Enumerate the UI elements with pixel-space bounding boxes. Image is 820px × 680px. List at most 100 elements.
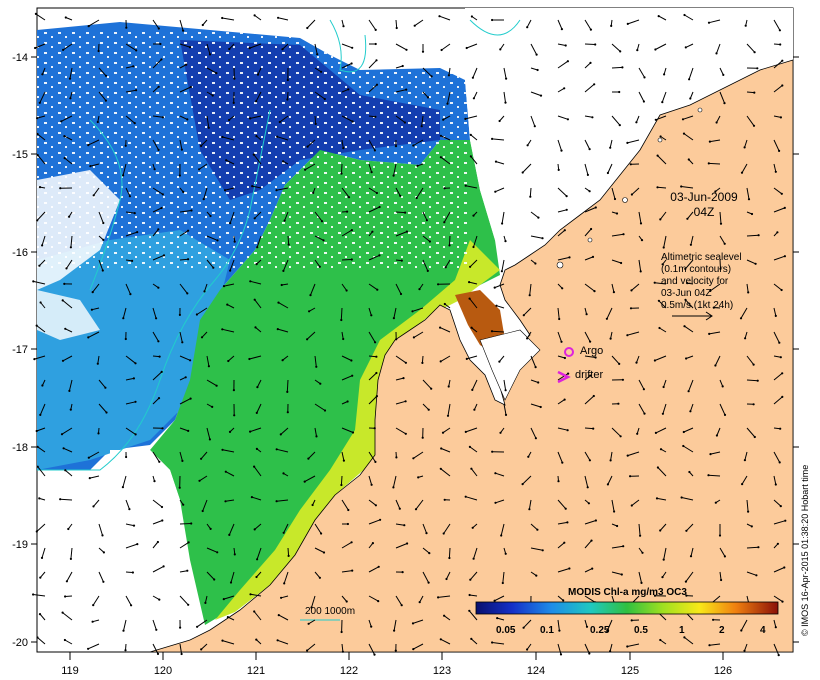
velocity-arrow <box>503 67 507 79</box>
velocity-arrow-head <box>756 379 759 382</box>
velocity-arrow-head <box>708 140 712 143</box>
velocity-arrow <box>341 499 349 511</box>
velocity-arrow-head <box>405 48 408 51</box>
velocity-arrow-head <box>590 227 593 231</box>
velocity-arrow-head <box>373 427 376 430</box>
velocity-arrow <box>557 499 567 510</box>
velocity-arrow-head <box>213 578 216 581</box>
velocity-arrow <box>607 475 613 485</box>
velocity-arrow-head <box>156 540 159 544</box>
velocity-arrow <box>395 400 406 405</box>
velocity-arrow <box>368 206 380 213</box>
velocity-arrow-head <box>124 337 127 341</box>
velocity-arrow-head <box>97 432 100 435</box>
velocity-arrow <box>627 451 640 457</box>
velocity-arrow <box>584 427 594 430</box>
velocity-arrow-head <box>443 221 446 224</box>
velocity-arrow <box>222 17 235 21</box>
velocity-arrow <box>439 327 451 333</box>
velocity-arrow-head <box>723 242 726 245</box>
date-label: 03-Jun-2009 04Z <box>664 190 744 220</box>
velocity-arrow-head <box>201 23 204 27</box>
velocity-arrow-head <box>402 377 405 380</box>
velocity-arrow-head <box>594 356 597 359</box>
argo-marker <box>564 347 574 357</box>
velocity-arrow-head <box>504 552 507 555</box>
velocity-arrow-head <box>472 97 475 100</box>
velocity-arrow-head <box>609 337 612 340</box>
velocity-arrow-head <box>500 534 503 537</box>
velocity-arrow-head <box>33 358 36 361</box>
velocity-arrow-head <box>253 610 256 613</box>
velocity-arrow <box>393 307 397 319</box>
velocity-arrow <box>152 595 160 601</box>
velocity-arrow-head <box>38 101 41 104</box>
velocity-arrow-head <box>442 118 445 121</box>
velocity-arrow-head <box>282 472 285 475</box>
velocity-arrow <box>557 256 570 261</box>
velocity-arrow <box>196 307 208 315</box>
velocity-arrow-head <box>447 74 450 77</box>
velocity-arrow-head <box>781 84 784 87</box>
velocity-arrow-head <box>526 648 529 651</box>
velocity-arrow <box>87 643 100 650</box>
velocity-arrow-head <box>233 414 236 417</box>
velocity-arrow-head <box>222 285 226 288</box>
velocity-arrow <box>501 259 505 272</box>
velocity-arrow <box>500 523 505 536</box>
velocity-arrow-head <box>227 359 230 363</box>
velocity-arrow <box>746 546 759 549</box>
velocity-arrow-head <box>178 174 181 177</box>
altimetry-note: Altimetric sealevel (0.1m contours) and … <box>661 252 742 312</box>
velocity-arrow-head <box>472 557 475 560</box>
velocity-arrow <box>469 298 478 309</box>
velocity-arrow-head <box>101 534 104 537</box>
velocity-arrow-head <box>774 483 777 486</box>
velocity-arrow-head <box>256 386 259 389</box>
velocity-arrow-head <box>684 267 687 270</box>
velocity-arrow <box>98 379 106 389</box>
velocity-arrow <box>37 637 46 645</box>
velocity-arrow-head <box>36 132 39 136</box>
velocity-arrow <box>287 547 290 556</box>
velocity-arrow-head <box>443 302 446 306</box>
velocity-arrow-head <box>470 467 473 470</box>
velocity-arrow-head <box>562 599 565 602</box>
velocity-arrow <box>91 307 100 311</box>
velocity-arrow <box>65 595 73 597</box>
velocity-arrow-head <box>629 475 632 478</box>
velocity-arrow-head <box>340 483 343 487</box>
velocity-arrow <box>368 163 373 173</box>
velocity-arrow-head <box>392 486 395 489</box>
velocity-arrow <box>611 43 621 52</box>
velocity-arrow <box>636 355 640 363</box>
velocity-arrow-head <box>158 460 161 463</box>
velocity-arrow-head <box>102 551 105 554</box>
velocity-arrow-head <box>473 408 476 411</box>
velocity-arrow <box>62 612 73 621</box>
velocity-arrow-head <box>778 461 781 464</box>
velocity-arrow <box>341 283 348 291</box>
velocity-arrow <box>469 259 478 268</box>
velocity-arrow-head <box>626 141 629 144</box>
velocity-arrow-head <box>443 498 446 501</box>
velocity-arrow <box>441 448 451 453</box>
velocity-arrow <box>125 355 136 364</box>
velocity-arrow <box>37 466 46 477</box>
velocity-arrow-head <box>714 364 717 367</box>
nearshore-yellow-band <box>215 240 500 620</box>
velocity-arrow <box>340 475 343 486</box>
velocity-arrow <box>152 139 159 151</box>
velocity-arrow <box>341 115 353 122</box>
velocity-arrow-head <box>643 412 646 415</box>
velocity-arrow-head <box>395 338 398 341</box>
velocity-arrow <box>746 43 755 53</box>
velocity-arrow-head <box>342 459 345 462</box>
velocity-arrow-head <box>428 552 431 555</box>
velocity-arrow-head <box>470 15 473 18</box>
velocity-arrow <box>584 283 595 292</box>
velocity-arrow-head <box>59 498 62 501</box>
velocity-arrow-head <box>64 469 67 472</box>
velocity-arrow <box>469 446 478 453</box>
velocity-arrow <box>584 540 592 549</box>
